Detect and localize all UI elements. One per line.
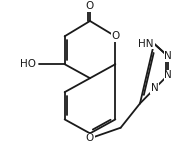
Text: N: N <box>164 51 172 61</box>
Text: O: O <box>86 1 94 11</box>
Text: O: O <box>86 133 94 143</box>
Text: HN: HN <box>139 39 154 49</box>
Text: HO: HO <box>20 59 36 69</box>
Text: O: O <box>111 31 119 41</box>
Text: N: N <box>164 70 172 80</box>
Text: N: N <box>151 83 158 94</box>
